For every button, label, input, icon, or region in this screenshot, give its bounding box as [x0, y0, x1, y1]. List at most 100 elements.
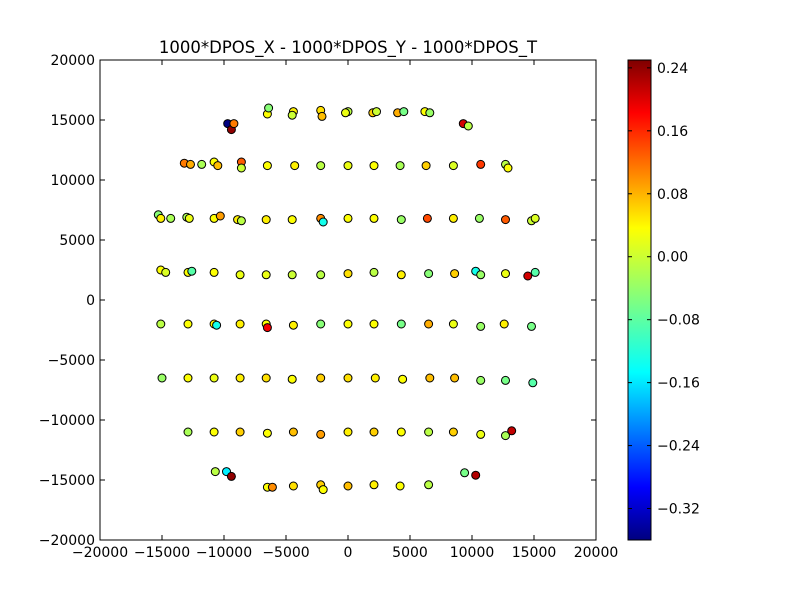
data-point: [186, 159, 195, 169]
data-point: [288, 481, 298, 491]
data-point: [507, 426, 517, 436]
data-point: [209, 267, 219, 277]
data-point: [316, 161, 326, 171]
colorbar: [627, 59, 652, 541]
data-point: [476, 159, 486, 169]
data-point: [523, 271, 533, 281]
data-point: [369, 480, 379, 490]
data-point: [396, 427, 406, 437]
y-tick-label: 20000: [50, 53, 95, 69]
y-tick-label: −15000: [39, 473, 95, 489]
data-point: [156, 319, 166, 329]
data-point: [316, 429, 326, 439]
data-point: [235, 427, 245, 437]
colorbar-tick-label: −0.16: [657, 376, 700, 392]
x-axis: −20000 −15000 −10000 −5000 0 5000 10000 15000 20…: [72, 60, 618, 561]
data-point: [450, 373, 460, 383]
y-tick-label: 0: [86, 293, 95, 309]
data-point: [396, 215, 406, 225]
data-point: [317, 111, 327, 121]
data-point: [395, 161, 405, 171]
data-point: [343, 319, 353, 329]
data-point: [372, 107, 381, 117]
data-point: [215, 211, 225, 221]
data-point: [369, 213, 379, 223]
data-point: [530, 213, 540, 223]
data-point: [398, 374, 408, 384]
y-tick-label: 10000: [50, 173, 95, 189]
data-point: [341, 108, 350, 118]
data-point: [261, 373, 271, 383]
data-point: [476, 270, 486, 280]
data-point: [288, 320, 298, 330]
data-point: [463, 121, 473, 131]
data-point: [161, 267, 171, 277]
data-point: [501, 269, 510, 279]
data-point: [476, 321, 486, 331]
data-point: [235, 319, 245, 329]
data-point: [262, 323, 272, 333]
data-point: [503, 163, 513, 173]
data-point: [450, 269, 460, 279]
x-tick-label: −10000: [196, 545, 252, 561]
data-point: [448, 213, 458, 223]
data-point: [471, 470, 481, 480]
data-point: [318, 485, 328, 495]
data-point: [476, 375, 486, 385]
x-tick-label: −20000: [72, 545, 128, 561]
x-tick-label: −15000: [134, 545, 190, 561]
data-point: [261, 270, 271, 280]
data-point: [213, 161, 223, 171]
data-point: [528, 378, 538, 388]
data-point: [262, 428, 272, 438]
data-point: [316, 319, 326, 329]
data-point: [501, 215, 510, 225]
data-point: [424, 480, 434, 490]
data-point: [501, 375, 510, 385]
data-point: [226, 471, 236, 481]
data-point: [183, 373, 193, 383]
data-point: [287, 270, 297, 280]
data-point: [197, 159, 207, 169]
data-point: [166, 213, 176, 223]
data-point: [448, 319, 458, 329]
data-point: [425, 373, 435, 383]
y-tick-label: −20000: [39, 533, 95, 549]
data-point: [236, 216, 246, 226]
data-point: [316, 270, 326, 280]
data-point: [187, 266, 197, 276]
data-point: [235, 373, 245, 383]
y-tick-label: 15000: [50, 113, 95, 129]
data-point: [424, 427, 434, 437]
data-point: [425, 108, 435, 118]
data-point: [235, 270, 245, 280]
data-point: [370, 373, 380, 383]
data-point: [287, 110, 297, 120]
data-point: [395, 481, 405, 491]
y-tick-label: 5000: [59, 233, 95, 249]
x-tick-label: 5000: [392, 545, 428, 561]
data-point: [460, 468, 470, 478]
data-point: [288, 427, 298, 437]
data-point: [212, 320, 222, 330]
data-point: [501, 431, 510, 441]
data-point: [343, 213, 353, 223]
data-point: [369, 267, 379, 277]
data-point: [209, 373, 219, 383]
data-point: [343, 373, 353, 383]
data-point: [183, 427, 193, 437]
data-point: [184, 213, 194, 223]
x-tick-label: 20000: [574, 545, 619, 561]
data-point: [343, 481, 353, 491]
y-tick-label: −10000: [39, 413, 95, 429]
scatter-points: [153, 103, 540, 495]
data-point: [448, 161, 458, 171]
data-point: [369, 427, 379, 437]
data-point: [499, 319, 509, 329]
data-point: [236, 163, 246, 173]
data-point: [421, 161, 431, 171]
colorbar-tick-label: 0.16: [657, 124, 688, 140]
x-tick-label: 0: [344, 545, 353, 561]
data-point: [318, 217, 328, 227]
